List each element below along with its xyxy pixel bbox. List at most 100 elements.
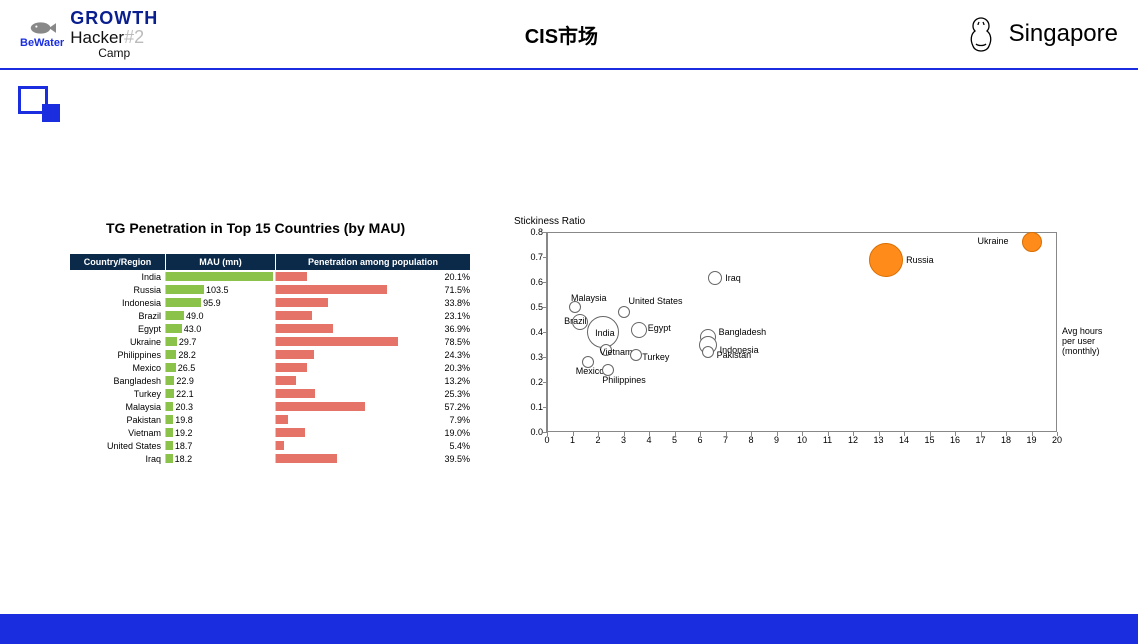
bubble-label: Russia [906, 255, 934, 265]
mau-value: 49.0 [186, 311, 204, 321]
mau-col: 20.3 [165, 402, 275, 411]
pen-col [275, 376, 430, 385]
xtick: 3 [614, 435, 634, 445]
mau-value: 18.2 [175, 454, 193, 464]
mau-col: 43.0 [165, 324, 275, 333]
mau-col: 95.9 [165, 298, 275, 307]
pen-bar [276, 441, 284, 450]
bubble-point [702, 346, 714, 358]
col-pen: Penetration among population [275, 254, 470, 270]
bar-row: Mexico26.520.3% [70, 361, 470, 374]
mau-col: 103.5 [165, 285, 275, 294]
xtick: 12 [843, 435, 863, 445]
mau-col: 19.8 [165, 415, 275, 424]
bar-row: Egypt43.036.9% [70, 322, 470, 335]
pen-bar [276, 272, 307, 281]
pen-bar [276, 376, 296, 385]
row-label: Vietnam [70, 428, 165, 438]
bubble-label: Bangladesh [719, 327, 767, 337]
bubble-point [630, 349, 642, 361]
bar-row: Russia103.571.5% [70, 283, 470, 296]
bar-row: Vietnam19.219.0% [70, 426, 470, 439]
scatter-plot: 0.00.10.20.30.40.50.60.70.80123456789101… [546, 232, 1056, 432]
pen-value: 13.2% [430, 376, 470, 386]
bubble-point [869, 243, 903, 277]
footer-bar [0, 614, 1138, 644]
bubble-label: Iraq [725, 273, 741, 283]
pen-bar [276, 363, 307, 372]
bubble-point [618, 306, 630, 318]
pen-bar [276, 428, 305, 437]
pen-value: 78.5% [430, 337, 470, 347]
bar-row: Turkey22.125.3% [70, 387, 470, 400]
pen-bar [276, 415, 288, 424]
mau-value: 20.3 [175, 402, 193, 412]
bubble-label: United States [629, 296, 683, 306]
content: TG Penetration in Top 15 Countries (by M… [70, 220, 1110, 465]
pen-value: 5.4% [430, 441, 470, 451]
bewater-label: BeWater [20, 37, 64, 49]
xtick: 6 [690, 435, 710, 445]
pen-col [275, 272, 430, 281]
pen-value: 23.1% [430, 311, 470, 321]
merlion-icon [965, 16, 997, 52]
pen-bar [276, 298, 328, 307]
mau-col: 49.0 [165, 311, 275, 320]
pen-value: 24.3% [430, 350, 470, 360]
xtick: 17 [971, 435, 991, 445]
growth-line3: Camp [70, 47, 158, 60]
ytick: 0.7 [519, 252, 543, 262]
bubble-label: Vietnam [600, 347, 633, 357]
bubble-label: Malaysia [571, 293, 607, 303]
penetration-chart: TG Penetration in Top 15 Countries (by M… [70, 220, 470, 465]
ytick: 0.1 [519, 402, 543, 412]
bar-row: Ukraine29.778.5% [70, 335, 470, 348]
pen-value: 20.3% [430, 363, 470, 373]
header: BeWater GROWTH Hacker#2 Camp CIS市场 Singa… [0, 0, 1138, 70]
ytick: 0.3 [519, 352, 543, 362]
mau-value: 43.0 [184, 324, 202, 334]
bubble-label: India [595, 328, 615, 338]
bubble-label: Turkey [642, 352, 669, 362]
ytick: 0.4 [519, 327, 543, 337]
mau-col: 18.2 [165, 454, 275, 463]
bar-row: Philippines28.224.3% [70, 348, 470, 361]
xtick: 13 [869, 435, 889, 445]
mau-bar [166, 415, 173, 424]
ytick: 0.5 [519, 302, 543, 312]
pen-col [275, 428, 430, 437]
pen-value: 19.0% [430, 428, 470, 438]
pen-bar [276, 337, 398, 346]
row-label: Brazil [70, 311, 165, 321]
mau-col: 22.9 [165, 376, 275, 385]
bubble-label: Ukraine [978, 236, 1009, 246]
ytick: 0.6 [519, 277, 543, 287]
row-label: Ukraine [70, 337, 165, 347]
row-label: Turkey [70, 389, 165, 399]
pen-col [275, 324, 430, 333]
bar-row: Bangladesh22.913.2% [70, 374, 470, 387]
bubble-label: Mexico [576, 366, 605, 376]
mau-col: 291.8 [165, 272, 275, 281]
bubble-label: Philippines [602, 375, 646, 385]
mau-bar [166, 402, 173, 411]
pen-bar [276, 402, 365, 411]
row-label: Mexico [70, 363, 165, 373]
mau-value: 95.9 [203, 298, 221, 308]
mau-bar [166, 363, 176, 372]
row-label: India [70, 272, 165, 282]
pen-bar [276, 350, 314, 359]
pen-value: 57.2% [430, 402, 470, 412]
pen-bar [276, 454, 337, 463]
pen-col [275, 389, 430, 398]
mau-col: 18.7 [165, 441, 275, 450]
bar-row: Iraq18.239.5% [70, 452, 470, 465]
pen-value: 71.5% [430, 285, 470, 295]
xtick: 19 [1022, 435, 1042, 445]
pen-col [275, 454, 430, 463]
bubble-point [1022, 232, 1042, 252]
fish-icon [28, 19, 56, 37]
xtick: 16 [945, 435, 965, 445]
row-label: Malaysia [70, 402, 165, 412]
bar-rows: India291.820.1%Russia103.571.5%Indonesia… [70, 270, 470, 465]
